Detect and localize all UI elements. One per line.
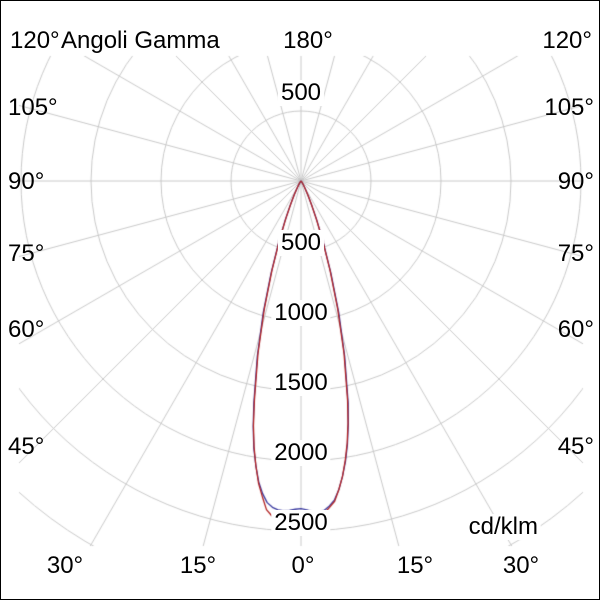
- unit-label: cd/klm: [465, 514, 541, 540]
- radial-label: 500: [277, 80, 325, 106]
- angle-label-left: 45°: [8, 433, 45, 460]
- radial-label: 500: [277, 230, 325, 256]
- angle-label-right: 60°: [557, 316, 594, 343]
- chart-title: Angoli Gamma: [61, 27, 220, 54]
- radial-label: 1500: [271, 370, 331, 396]
- angle-label-top: 120°: [10, 27, 60, 54]
- angle-label-bottom: 0°: [291, 552, 315, 579]
- angle-label-left: 60°: [8, 316, 45, 343]
- angle-label-left: 105°: [8, 94, 58, 121]
- angle-label-top: 180°: [283, 27, 333, 54]
- angle-label-left: 75°: [8, 240, 45, 267]
- angle-label-bottom: 30°: [502, 552, 540, 579]
- radial-label: 1000: [271, 300, 331, 326]
- radial-label: 2500: [271, 510, 331, 536]
- angle-label-right: 75°: [557, 240, 594, 267]
- angle-label-left: 90°: [8, 168, 45, 195]
- angle-label-right: 45°: [557, 433, 594, 460]
- radial-label: 2000: [271, 440, 331, 466]
- angle-label-bottom: 15°: [396, 552, 434, 579]
- angle-label-right: 90°: [557, 168, 594, 195]
- angle-label-bottom: 30°: [46, 552, 84, 579]
- angle-label-top: 120°: [542, 27, 592, 54]
- angle-label-bottom: 15°: [179, 552, 217, 579]
- angle-label-right: 105°: [544, 94, 594, 121]
